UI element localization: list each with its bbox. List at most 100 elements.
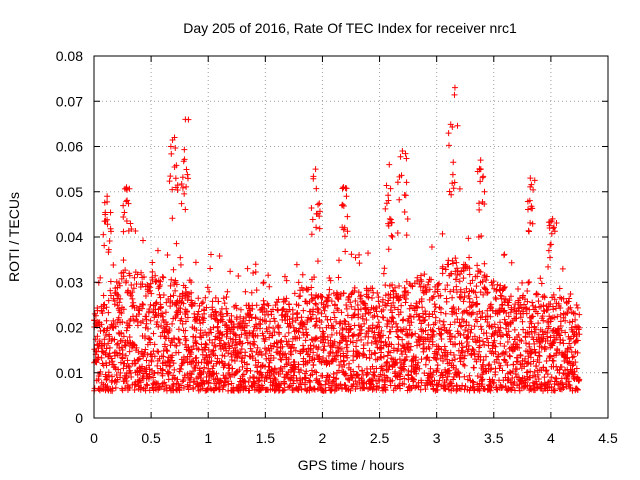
data-point — [433, 368, 440, 375]
data-point — [574, 304, 581, 311]
data-point — [487, 313, 494, 320]
data-point — [207, 251, 214, 258]
data-point — [547, 254, 554, 261]
data-point — [190, 343, 197, 350]
data-point — [575, 323, 582, 330]
data-point — [143, 313, 150, 320]
data-point — [173, 240, 180, 247]
data-point — [109, 387, 116, 394]
data-point — [180, 300, 187, 307]
data-point — [143, 320, 150, 327]
data-point — [373, 341, 380, 348]
data-point — [312, 322, 319, 329]
data-point — [270, 315, 277, 322]
data-point — [537, 275, 544, 282]
data-point — [291, 290, 298, 297]
data-point — [289, 341, 296, 348]
data-point — [131, 386, 138, 393]
data-point — [213, 312, 220, 319]
data-point — [449, 294, 456, 301]
data-point — [403, 232, 410, 239]
data-point — [445, 142, 452, 149]
data-point — [120, 333, 127, 340]
data-point — [167, 173, 174, 180]
data-point — [147, 339, 154, 346]
data-point — [226, 343, 233, 350]
data-point — [183, 183, 190, 190]
data-point — [450, 159, 457, 166]
data-point — [330, 342, 337, 349]
data-point — [247, 311, 254, 318]
data-point — [182, 318, 189, 325]
data-point — [293, 261, 300, 268]
data-point — [148, 357, 155, 364]
data-point — [150, 330, 157, 337]
data-point — [327, 387, 334, 394]
data-point — [492, 369, 499, 376]
data-point — [328, 382, 335, 389]
data-point — [266, 324, 273, 331]
data-point — [446, 188, 453, 195]
data-point — [250, 269, 257, 276]
data-point — [313, 301, 320, 308]
data-point — [348, 251, 355, 258]
data-point — [526, 228, 533, 235]
data-point — [211, 309, 218, 316]
data-point — [567, 291, 574, 298]
data-point — [465, 292, 472, 299]
data-point — [198, 341, 205, 348]
data-point — [275, 324, 282, 331]
data-point — [201, 307, 208, 314]
data-point — [227, 318, 234, 325]
data-point — [477, 269, 484, 276]
data-point — [167, 282, 174, 289]
data-point — [163, 347, 170, 354]
data-point — [204, 284, 211, 291]
data-point — [253, 302, 260, 309]
data-point — [166, 178, 173, 185]
data-point — [280, 387, 287, 394]
data-point — [167, 293, 174, 300]
data-point — [416, 341, 423, 348]
data-point — [128, 281, 135, 288]
data-point — [200, 368, 207, 375]
data-point — [126, 333, 133, 340]
data-point — [231, 358, 238, 365]
data-point — [208, 357, 215, 364]
data-point — [135, 356, 142, 363]
data-point — [322, 303, 329, 310]
data-point — [276, 331, 283, 338]
data-point — [306, 353, 313, 360]
data-point — [274, 299, 281, 306]
data-point — [466, 295, 473, 302]
data-point — [107, 209, 114, 216]
data-point — [216, 253, 223, 260]
data-point — [409, 375, 416, 382]
data-point — [167, 362, 174, 369]
data-point — [115, 292, 122, 299]
data-point — [530, 186, 537, 193]
data-point — [243, 322, 250, 329]
data-point — [538, 280, 545, 287]
data-point — [329, 358, 336, 365]
data-point — [105, 309, 112, 316]
data-point — [182, 284, 189, 291]
data-point — [278, 356, 285, 363]
x-axis-label: GPS time / hours — [298, 457, 405, 473]
data-point — [181, 146, 188, 153]
data-point — [248, 383, 255, 390]
data-point — [137, 386, 144, 393]
data-point — [271, 328, 278, 335]
data-point — [208, 329, 215, 336]
data-point — [388, 232, 395, 239]
data-point — [250, 327, 257, 334]
data-point — [139, 317, 146, 324]
data-point — [136, 355, 143, 362]
chart-title: Day 205 of 2016, Rate Of TEC Index for r… — [183, 20, 517, 36]
data-point — [197, 386, 204, 393]
data-point — [291, 359, 298, 366]
data-point — [437, 331, 444, 338]
data-point — [449, 123, 456, 130]
data-point — [118, 310, 125, 317]
data-point — [101, 242, 108, 249]
